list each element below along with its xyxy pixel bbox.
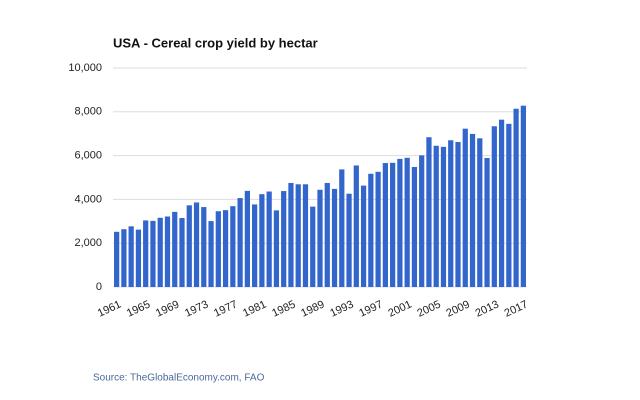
bar	[252, 204, 258, 287]
bar	[469, 133, 476, 287]
bar	[273, 210, 280, 287]
x-tick-label: 1965	[125, 298, 152, 319]
bar	[164, 216, 171, 287]
bar	[368, 173, 374, 287]
bar	[506, 123, 512, 287]
bar	[390, 162, 396, 287]
bar	[295, 184, 301, 287]
x-tick-label: 1989	[299, 298, 326, 319]
y-tick-label: 4,000	[74, 193, 102, 205]
y-tick-label: 2,000	[74, 237, 102, 249]
bar	[477, 138, 483, 287]
bar	[172, 211, 178, 287]
bar	[208, 221, 214, 287]
source-note: Source: TheGlobalEconomy.com, FAO	[93, 373, 265, 384]
bar	[513, 108, 519, 287]
bar	[302, 184, 309, 287]
bar	[426, 137, 432, 287]
x-tick-label: 1997	[357, 298, 384, 319]
bar	[281, 191, 287, 287]
bar	[259, 194, 265, 287]
bar	[324, 182, 330, 287]
bar	[397, 158, 403, 287]
bar	[179, 218, 185, 287]
bar	[375, 171, 381, 287]
bar	[360, 185, 367, 287]
bar	[157, 217, 163, 287]
bar	[230, 206, 236, 287]
bar	[222, 210, 229, 287]
bar	[266, 191, 272, 287]
bar	[186, 205, 192, 287]
x-tick-label: 2005	[415, 298, 442, 319]
x-tick-label: 2017	[503, 298, 530, 319]
bar	[339, 169, 345, 287]
bar	[346, 193, 352, 287]
x-tick-label: 1977	[212, 298, 239, 319]
x-tick-label: 2001	[386, 298, 413, 319]
bar	[353, 165, 359, 287]
bar	[193, 202, 200, 287]
y-tick-label: 0	[96, 281, 102, 293]
bar	[317, 189, 323, 287]
bar	[455, 142, 461, 287]
bar	[448, 140, 454, 287]
bar	[484, 158, 490, 287]
bar	[411, 166, 418, 287]
x-tick-label: 1969	[154, 298, 181, 319]
bar	[404, 157, 410, 287]
bar	[121, 229, 127, 287]
bar	[433, 145, 439, 287]
bar	[288, 182, 294, 287]
bar	[128, 226, 134, 287]
bar	[201, 207, 207, 287]
bar	[462, 128, 468, 287]
bar	[244, 190, 250, 287]
bar	[520, 105, 526, 287]
bar	[215, 211, 221, 287]
x-tick-label: 1985	[270, 298, 297, 319]
bar	[382, 163, 388, 287]
bar	[331, 188, 338, 287]
bar	[114, 231, 120, 287]
bar	[491, 126, 497, 287]
y-tick-label: 6,000	[74, 150, 102, 162]
chart-title: USA - Cereal crop yield by hectar	[113, 35, 318, 50]
x-tick-label: 2013	[474, 298, 501, 319]
bar	[237, 198, 243, 287]
x-tick-label: 2009	[444, 298, 471, 319]
x-tick-label: 1961	[96, 298, 123, 319]
bar	[143, 220, 149, 287]
bar	[440, 146, 447, 287]
bar	[135, 229, 142, 287]
bar	[310, 206, 316, 287]
bar	[419, 155, 425, 287]
bar	[498, 119, 505, 288]
x-tick-label: 1993	[328, 298, 355, 319]
bar	[150, 220, 156, 287]
y-tick-label: 8,000	[74, 106, 102, 118]
x-tick-label: 1973	[183, 298, 210, 319]
x-tick-label: 1981	[241, 298, 268, 319]
y-tick-label: 10,000	[68, 62, 102, 74]
